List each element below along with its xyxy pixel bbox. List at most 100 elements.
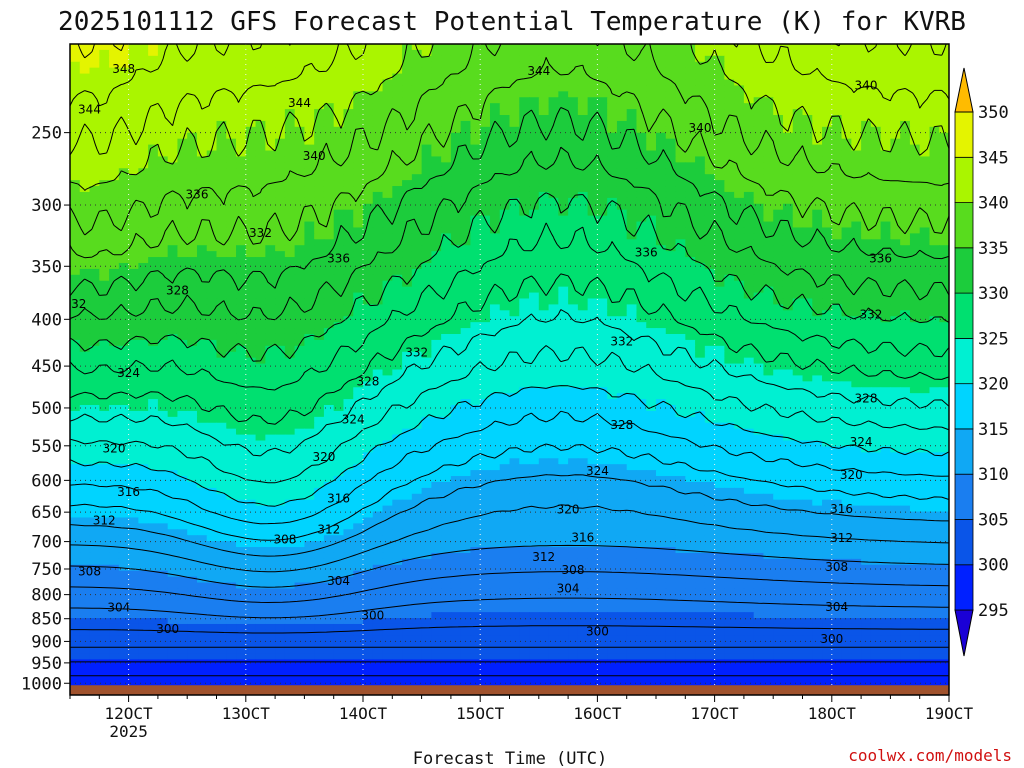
fill-cell [939,91,949,98]
fill-cell [822,162,833,169]
fill-cell [919,292,931,300]
fill-cell [89,203,100,211]
fill-cell [587,251,598,258]
fill-cell [431,251,442,258]
fill-cell [773,61,784,69]
fill-cell [226,144,237,152]
fill-cell [851,120,862,128]
fill-cell [187,328,198,335]
fill-cell [929,115,940,122]
fill-cell [802,168,813,175]
fill-cell [450,280,462,288]
fill-cell [314,245,325,252]
fill-cell [489,257,501,264]
fill-cell [450,191,462,199]
fill-cell [900,103,911,110]
fill-cell [216,91,227,98]
fill-cell [441,144,452,152]
fill-cell [626,67,638,75]
fill-cell [636,268,647,276]
fill-cell [236,55,247,63]
fill-cell [724,274,735,282]
fill-cell [529,262,540,270]
fill-cell [656,85,667,92]
fill-cell [831,49,843,57]
fill-cell [822,144,833,152]
fill-cell [509,168,520,175]
fill-cell [646,150,657,158]
fill-cell [616,339,628,347]
fill-cell [929,221,940,229]
fill-cell [167,132,179,140]
fill-cell [695,233,706,240]
fill-cell [499,262,511,270]
fill-cell [314,132,325,140]
fill-cell [529,168,540,175]
fill-cell [607,304,618,311]
fill-cell [685,239,696,246]
fill-cell [900,268,911,276]
fill-cell [851,316,862,323]
fill-cell [656,61,667,69]
fill-cell [177,79,188,87]
fill-cell [929,215,940,223]
fill-cell [919,245,931,252]
fill-cell [109,357,120,365]
fill-cell [460,280,472,288]
fill-cell [909,97,921,104]
fill-cell [245,156,257,163]
fill-cell [177,203,188,211]
fill-cell [646,156,657,163]
fill-cell [646,168,657,175]
fill-cell [343,144,354,152]
fill-cell [392,262,403,270]
fill-cell [851,197,862,205]
fill-cell [411,286,423,294]
fill-cell [675,162,686,169]
fill-cell [226,73,237,81]
fill-cell [577,168,589,175]
fill-cell [529,138,540,146]
fill-cell [558,221,569,229]
fill-cell [353,209,364,217]
fill-cell [499,239,511,246]
fill-cell [587,49,598,57]
fill-cell [831,227,843,234]
fill-cell [743,156,755,163]
fill-cell [734,44,745,51]
fill-cell [919,215,931,223]
fill-cell [577,138,589,146]
fill-cell [851,49,862,57]
fill-cell [704,174,716,181]
fill-cell [138,215,149,223]
fill-cell [753,239,765,246]
fill-cell [460,221,472,229]
fill-cell [529,215,540,223]
fill-cell [529,180,540,187]
fill-cell [724,55,735,63]
fill-cell [782,203,794,211]
fill-cell [470,304,481,311]
fill-cell [568,262,579,270]
fill-cell [656,162,667,169]
fill-cell [656,156,667,163]
fill-cell [909,209,921,217]
fill-cell [636,168,647,175]
fill-cell [851,322,862,329]
fill-cell [587,97,598,104]
fill-cell [392,328,403,335]
fill-cell [226,363,237,371]
fill-cell [519,345,530,353]
fill-cell [460,310,472,317]
fill-cell [607,221,618,229]
fill-cell [841,233,852,240]
fill-cell [607,357,618,365]
fill-cell [616,310,628,317]
fill-cell [792,162,804,169]
fill-cell [372,322,384,329]
fill-cell [577,316,589,323]
fill-cell [70,221,81,229]
fill-cell [851,274,862,282]
fill-cell [519,61,530,69]
